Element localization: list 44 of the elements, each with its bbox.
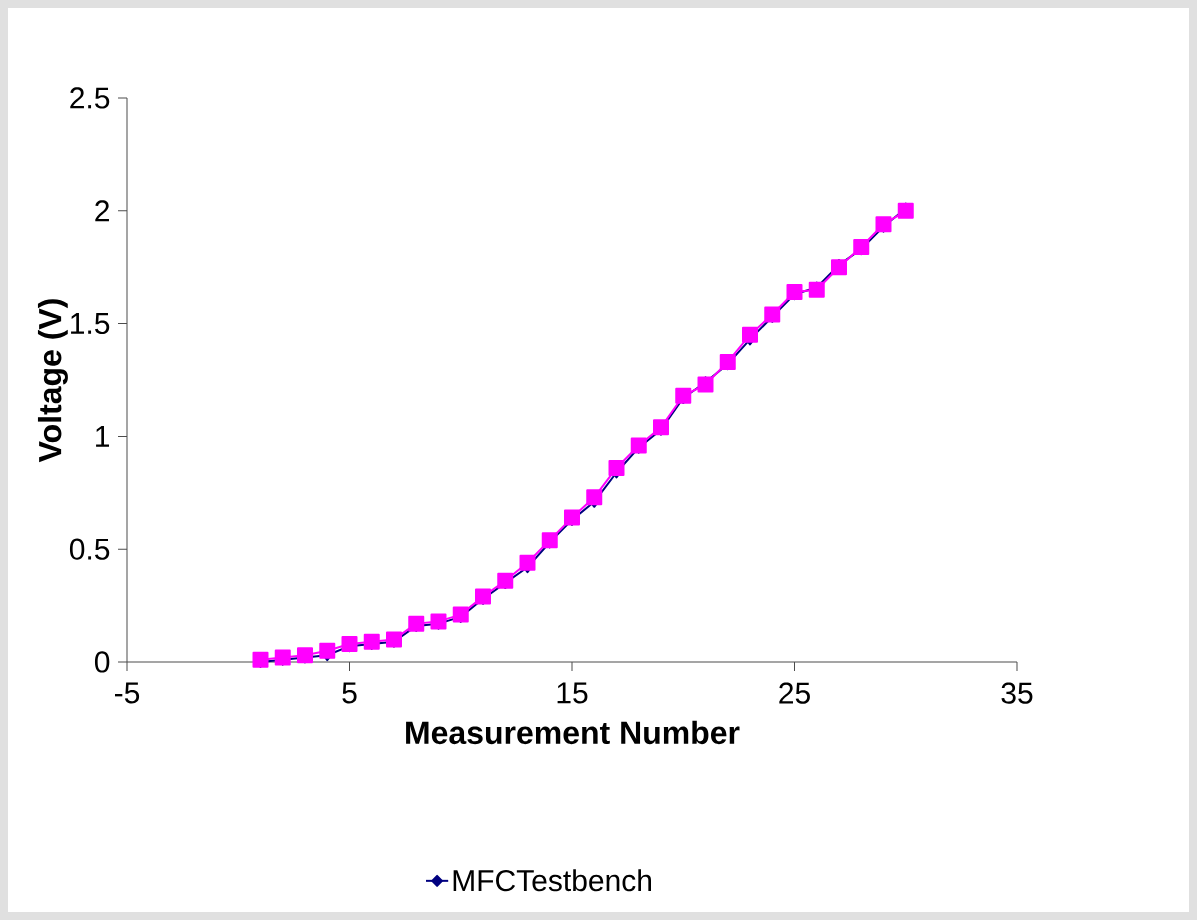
point (608, 459, 625, 476)
point (319, 642, 336, 659)
point (452, 606, 469, 623)
point (541, 532, 558, 549)
point (564, 509, 580, 526)
x-tick-label: 15 (557, 682, 588, 704)
legend-label: MFCTestbench (453, 869, 651, 892)
y-tick-label: 1.5 (71, 313, 110, 335)
point (252, 651, 269, 668)
y-tick-label: 1 (96, 426, 110, 447)
point (675, 387, 692, 404)
point (742, 326, 758, 343)
point (897, 202, 914, 219)
point (274, 649, 291, 666)
point (430, 613, 447, 630)
point (519, 554, 536, 571)
point (586, 489, 603, 506)
y-tick-label: 0.5 (69, 538, 110, 560)
y-tick-label: 2 (95, 200, 109, 222)
x-tick-label: 25 (779, 682, 810, 704)
point (630, 437, 647, 454)
point (386, 631, 402, 648)
point (653, 419, 669, 436)
point (475, 588, 491, 605)
point (408, 615, 425, 632)
x-tick-label: -5 (115, 682, 140, 704)
point (341, 635, 358, 652)
point (363, 633, 380, 650)
x-axis-title: Measurement Number (406, 720, 740, 745)
point (497, 572, 514, 589)
x-tick-label: 35 (1001, 682, 1033, 704)
point (875, 216, 892, 233)
point (853, 238, 870, 255)
y-tick-label: 0 (94, 651, 110, 673)
point (719, 353, 736, 370)
point (297, 647, 313, 664)
point (764, 306, 781, 323)
point (808, 281, 825, 298)
x-tick-label: 5 (342, 682, 357, 704)
point (786, 284, 803, 300)
point (831, 259, 847, 276)
point (697, 376, 714, 393)
y-tick-label: 2.5 (70, 87, 110, 109)
y-axis-title: Voltage (V) (37, 299, 68, 463)
